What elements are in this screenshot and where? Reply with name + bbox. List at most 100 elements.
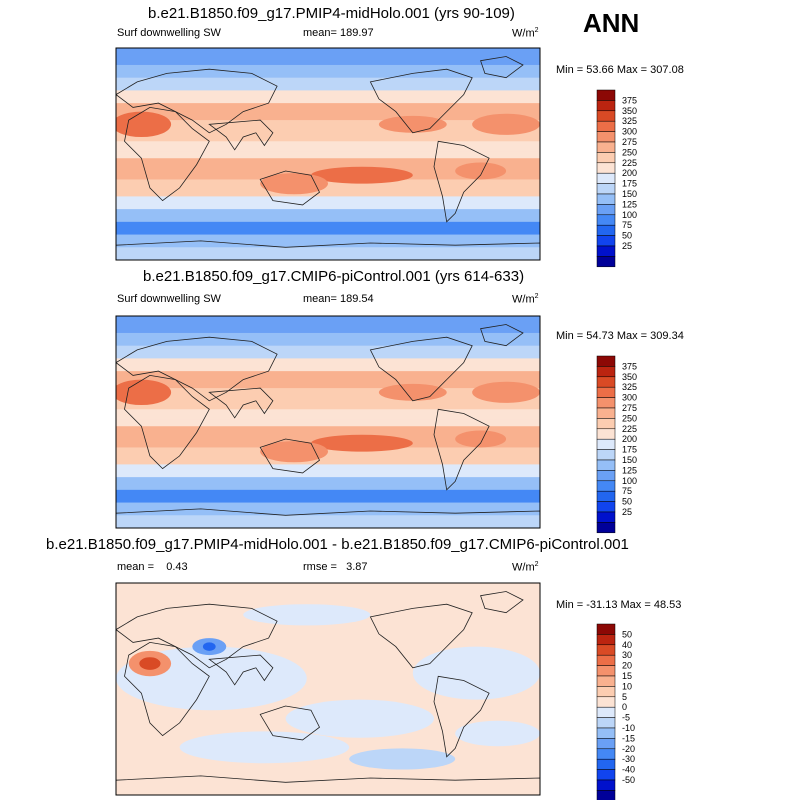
colorbar-box xyxy=(596,665,616,677)
coastline xyxy=(369,336,473,402)
coastline xyxy=(259,705,321,741)
field-blob xyxy=(260,173,328,195)
colorbar-box xyxy=(596,204,616,216)
colorbar-1: 3753503253002752502252001751501251007550… xyxy=(596,89,637,268)
field-blob xyxy=(349,748,456,770)
colorbar-box xyxy=(596,696,616,708)
coastline xyxy=(259,438,321,474)
field-blob xyxy=(311,166,413,184)
map-frame xyxy=(115,47,541,261)
colorbar-tick-label: 0 xyxy=(622,702,627,712)
map-panel-1 xyxy=(115,47,541,261)
colorbar-box xyxy=(596,727,616,739)
field-band xyxy=(116,48,540,66)
colorbar-tick-label: -15 xyxy=(622,733,635,743)
field-blob xyxy=(260,441,328,463)
colorbar-box xyxy=(596,366,616,378)
colorbar-tick-label: 300 xyxy=(622,393,637,403)
panel-2-mean-label: mean= 189.54 xyxy=(303,293,374,305)
colorbar-tick-label: 100 xyxy=(622,210,637,220)
field-blob xyxy=(412,646,540,700)
coastline xyxy=(433,675,490,758)
colorbar-tick-label: 225 xyxy=(622,158,637,168)
field-blob xyxy=(472,381,540,403)
colorbar-box xyxy=(596,172,616,184)
coastline xyxy=(369,603,473,669)
colorbar-tick-label: 275 xyxy=(622,403,637,413)
field-blob xyxy=(455,430,507,448)
field-blob xyxy=(455,162,507,180)
colorbar-box xyxy=(596,438,616,450)
field-band xyxy=(116,489,540,504)
colorbar-box xyxy=(596,183,616,195)
map-frame xyxy=(115,582,541,796)
panel-1-mean-label: mean= 189.97 xyxy=(303,27,374,39)
colorbar-tick-label: 175 xyxy=(622,179,637,189)
field-band xyxy=(116,77,540,91)
field-blob xyxy=(378,383,447,401)
colorbar-box xyxy=(596,748,616,760)
colorbar-tick-label: 200 xyxy=(622,168,637,178)
map-panel-2 xyxy=(115,315,541,529)
field-band xyxy=(116,515,540,528)
panel-2-units-label: W/m2 xyxy=(512,293,539,306)
colorbar-box xyxy=(596,131,616,143)
colorbar-tick-label: 50 xyxy=(622,629,632,639)
field-band xyxy=(116,234,540,248)
colorbar-box xyxy=(596,110,616,122)
field-blob xyxy=(243,604,371,626)
colorbar-box xyxy=(596,459,616,471)
colorbar-box xyxy=(596,141,616,153)
colorbar-tick-label: 275 xyxy=(622,137,637,147)
colorbar-box xyxy=(596,470,616,482)
panel-1-minmax-label: Min = 53.66 Max = 307.08 xyxy=(556,64,684,76)
field-band xyxy=(116,411,540,420)
colorbar-box xyxy=(596,193,616,205)
colorbar-box xyxy=(596,256,616,268)
panel-3-rmse-label: rmse = 3.87 xyxy=(303,561,368,573)
panel-1-title: b.e21.B1850.f09_g17.PMIP4-midHolo.001 (y… xyxy=(148,5,515,22)
coastline xyxy=(116,240,540,260)
field-blob xyxy=(378,115,447,133)
colorbar-box xyxy=(596,376,616,388)
colorbar-tick-label: -30 xyxy=(622,754,635,764)
colorbar-box xyxy=(596,779,616,791)
coastline xyxy=(116,603,278,669)
field-band xyxy=(116,464,540,478)
colorbar-box xyxy=(596,706,616,718)
season-label: ANN xyxy=(583,8,640,38)
map-frame xyxy=(115,315,541,529)
coastline xyxy=(116,68,278,134)
coastline xyxy=(480,591,524,614)
colorbar-tick-label: 40 xyxy=(622,640,632,650)
map-field-2 xyxy=(116,316,540,528)
colorbar-tick-label: 150 xyxy=(622,189,637,199)
field-band xyxy=(116,179,540,197)
colorbar-tick-label: 50 xyxy=(622,231,632,241)
colorbar-box xyxy=(596,738,616,750)
panel-3-minmax-label: Min = -31.13 Max = 48.53 xyxy=(556,599,682,611)
colorbar-box xyxy=(596,89,616,101)
colorbar-tick-label: 5 xyxy=(622,692,627,702)
coastline xyxy=(208,654,274,686)
coastline xyxy=(433,408,490,491)
colorbar-box xyxy=(596,162,616,174)
colorbar-box xyxy=(596,769,616,781)
field-band xyxy=(116,143,540,152)
coastline xyxy=(369,68,473,134)
colorbar-box xyxy=(596,511,616,523)
colorbar-tick-label: 300 xyxy=(622,127,637,137)
colorbar-tick-label: 325 xyxy=(622,116,637,126)
coastline xyxy=(124,641,210,737)
colorbar-tick-label: 125 xyxy=(622,465,637,475)
coastline xyxy=(259,170,321,206)
colorbar-tick-label: -40 xyxy=(622,765,635,775)
colorbar-box xyxy=(596,245,616,257)
field-blob xyxy=(139,657,161,670)
colorbar-box xyxy=(596,490,616,502)
field-band xyxy=(116,64,540,79)
colorbar-box xyxy=(596,480,616,492)
colorbar-tick-label: 20 xyxy=(622,661,632,671)
colorbar-box xyxy=(596,686,616,698)
